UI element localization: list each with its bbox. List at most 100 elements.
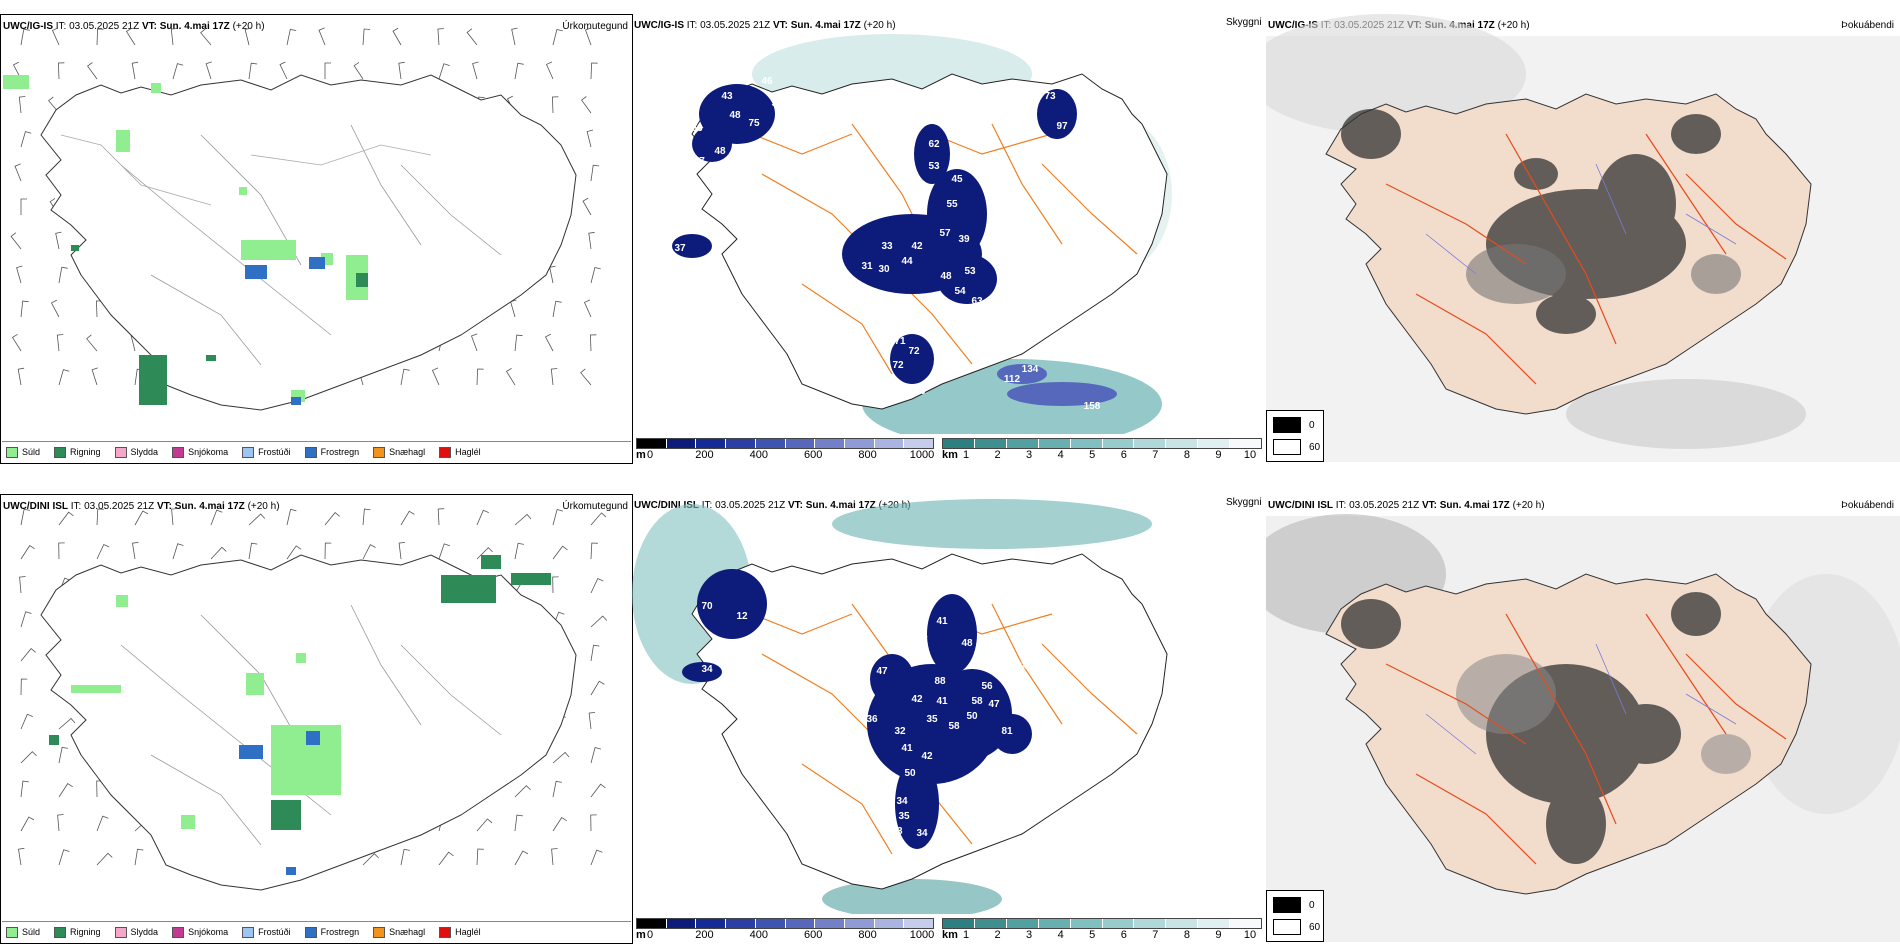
wind-barb — [362, 853, 379, 866]
wind-barb — [362, 28, 371, 46]
cloud-base-label: 45 — [951, 174, 963, 185]
colorbar-cell — [1198, 439, 1231, 448]
model-name: UWC/DINI ISL — [3, 501, 68, 512]
legend-label: Snæhagl — [389, 447, 426, 457]
colorbar-cell — [666, 439, 697, 448]
wind-barb — [438, 851, 454, 866]
cloud-base-label: 48 — [961, 638, 973, 649]
wind-barb — [590, 783, 606, 798]
fog-panel-name: Þokuábendi — [1841, 20, 1894, 31]
colorbar-tick: 7 — [1152, 449, 1159, 461]
cloud-base-label: 57 — [939, 228, 951, 239]
cloud-base-label: 40 — [914, 386, 926, 397]
legend-swatch — [439, 446, 452, 458]
cloud-base-label: 134 — [1022, 364, 1039, 375]
wind-barb — [510, 299, 517, 318]
legend-item-4: Frostúði — [242, 926, 291, 938]
wind-barb — [514, 334, 523, 352]
cloud-base-label: 48 — [714, 146, 726, 157]
cloud-base-label: 39 — [958, 234, 970, 245]
wind-barb — [286, 545, 302, 560]
cloud-base-label: 34 — [896, 796, 908, 807]
colorbar-tick: 2 — [994, 929, 1001, 941]
cloud-base-label: 36 — [822, 185, 834, 196]
wind-barb — [55, 231, 62, 250]
cloud-base-label: 71 — [894, 336, 906, 347]
precip-panel-row2: UWC/DINI ISL IT: 03.05.2025 21Z VT: Sun.… — [0, 494, 633, 944]
colorbar-tick: 600 — [804, 449, 823, 461]
wind-barb — [58, 717, 76, 730]
cloud-base-label: 12 — [736, 611, 748, 622]
wind-barb — [86, 334, 98, 352]
wind-barb — [590, 577, 604, 594]
legend-item-3: Snjókoma — [172, 926, 228, 938]
cloud-base-label: 63 — [971, 296, 983, 307]
cloud-panel-name: Skyggni — [1226, 497, 1262, 508]
colorbar-cell — [1230, 919, 1262, 928]
colorbar-cell — [1134, 439, 1167, 448]
wind-barb — [87, 62, 98, 80]
cloud-base-label: 81 — [1001, 726, 1013, 737]
legend-item-1: Rigning — [54, 446, 101, 458]
legend-item-4: Frostúði — [242, 446, 291, 458]
colorbar-tick: 3 — [1026, 449, 1033, 461]
cloud-base-label: 14 — [891, 116, 903, 127]
colorbar-tick: 6 — [1120, 929, 1127, 941]
colorbar-cell — [1166, 439, 1199, 448]
wind-barb — [552, 545, 568, 560]
wind-barb — [476, 848, 484, 866]
colorbar-tick: 1000 — [909, 929, 935, 941]
legend-swatch — [114, 446, 127, 458]
colorbar-cell — [1006, 919, 1039, 928]
legend-label: Súld — [22, 927, 41, 937]
wind-barb — [200, 28, 212, 46]
cloud-base-label: 42 — [911, 241, 923, 252]
cloud-base-cells — [636, 918, 934, 929]
cloud-base-label: 43 — [891, 826, 903, 837]
cloud-base-label: 58 — [948, 721, 960, 732]
wind-barb — [20, 751, 37, 764]
legend-label: Slydda — [130, 447, 159, 457]
wind-barb — [511, 27, 518, 46]
cloud-base-label: 35 — [926, 714, 938, 725]
legend-item-6: Snæhagl — [373, 446, 426, 458]
wind-barb — [552, 509, 564, 526]
wind-barb — [50, 299, 60, 318]
colorbar-cell — [1038, 919, 1071, 928]
legend-swatch — [242, 926, 255, 938]
wind-barb — [58, 746, 68, 764]
cloud-base-label: 47 — [876, 666, 888, 677]
wind-barb — [172, 543, 184, 560]
wind-barb — [514, 814, 523, 832]
wind-barb — [96, 28, 104, 46]
legend-swatch — [54, 926, 67, 938]
wind-barb — [210, 546, 227, 560]
wind-barb — [400, 368, 410, 386]
colorbar-cell — [696, 439, 727, 448]
wind-barb — [58, 849, 70, 866]
visibility-colorbar: km 1 2 3 4 5 6 7 8 9 10 — [942, 918, 1262, 942]
colorbar-cell — [755, 439, 786, 448]
cloud-base-label: 37 — [674, 243, 686, 254]
wind-barb — [96, 815, 109, 832]
wind-barb — [20, 611, 32, 628]
cloud-base-label: 54 — [954, 286, 966, 297]
legend-swatch — [172, 926, 185, 938]
cloud-panel-name: Skyggni — [1226, 17, 1262, 28]
colorbar-tick: 1 — [962, 449, 970, 461]
wind-barb — [324, 542, 332, 560]
cloud-base-label: 31 — [861, 261, 873, 272]
cloud-base-label: 36 — [866, 714, 878, 725]
wind-barb — [20, 131, 32, 148]
colorbar-cell — [666, 919, 697, 928]
wind-barb — [248, 513, 266, 526]
visibility-unit: km — [942, 449, 958, 461]
legend-swatch — [172, 446, 185, 458]
cloud-base-label: 62 — [928, 139, 940, 150]
legend-label: Frostregn — [320, 447, 360, 457]
colorbar-tick: 8 — [1183, 929, 1190, 941]
wind-barb — [551, 96, 559, 114]
fog-panel-row1: UWC/IG-IS IT: 03.05.2025 21Z VT: Sun. 4.… — [1266, 14, 1900, 462]
colorbar-cell — [1230, 439, 1262, 448]
wind-barb — [20, 816, 35, 832]
